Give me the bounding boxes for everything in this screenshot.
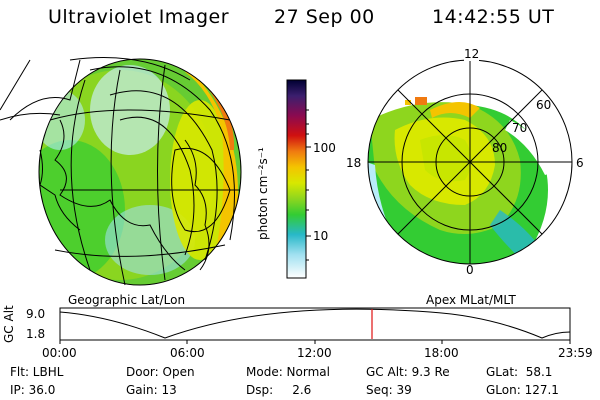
timeline-x-tick: 06:00 — [170, 346, 205, 360]
info-gc-alt: GC Alt: 9.3 Re — [366, 365, 450, 379]
timeline-y-tick-min: 1.8 — [26, 327, 46, 341]
mlt-label-top: 12 — [464, 47, 480, 61]
mlat-label-80: 80 — [492, 141, 508, 155]
timeline-x-tick: 12:00 — [297, 346, 332, 360]
mlt-label-right: 6 — [576, 156, 584, 170]
timeline-x-tick: 18:00 — [424, 346, 459, 360]
instrument-title: Ultraviolet Imager — [48, 6, 230, 28]
mlt-label-left: 18 — [346, 156, 362, 170]
colorbar-tick-100: 100 — [313, 141, 336, 155]
info-ip: IP: 36.0 — [10, 383, 56, 397]
info-gain: Gain: 13 — [126, 383, 177, 397]
timeline-x-tick: 00:00 — [42, 346, 77, 360]
colorbar-tick-10: 10 — [313, 229, 329, 243]
timeline-y-tick-max: 9.0 — [26, 307, 46, 321]
time-label: 14:42:55 UT — [432, 6, 555, 28]
info-dsp: Dsp: 2.6 — [246, 383, 312, 397]
apex-panel-label: Apex MLat/MLT — [426, 293, 516, 307]
timeline-x-tick: 23:59 — [558, 346, 593, 360]
mlt-label-bottom: 0 — [466, 263, 474, 277]
info-door: Door: Open — [126, 365, 195, 379]
mlat-label-60: 60 — [536, 98, 552, 112]
info-seq: Seq: 39 — [366, 383, 412, 397]
date-label: 27 Sep 00 — [274, 6, 375, 28]
info-filter: Flt: LBHL — [10, 365, 64, 379]
info-glat: GLat: 58.1 — [486, 365, 553, 379]
timeline-y-axis-label: GC Alt — [2, 305, 16, 343]
geographic-panel-label: Geographic Lat/Lon — [68, 293, 186, 307]
info-mode: Mode: Normal — [246, 365, 330, 379]
info-glon: GLon: 127.1 — [486, 383, 559, 397]
mlat-label-70: 70 — [512, 121, 528, 135]
